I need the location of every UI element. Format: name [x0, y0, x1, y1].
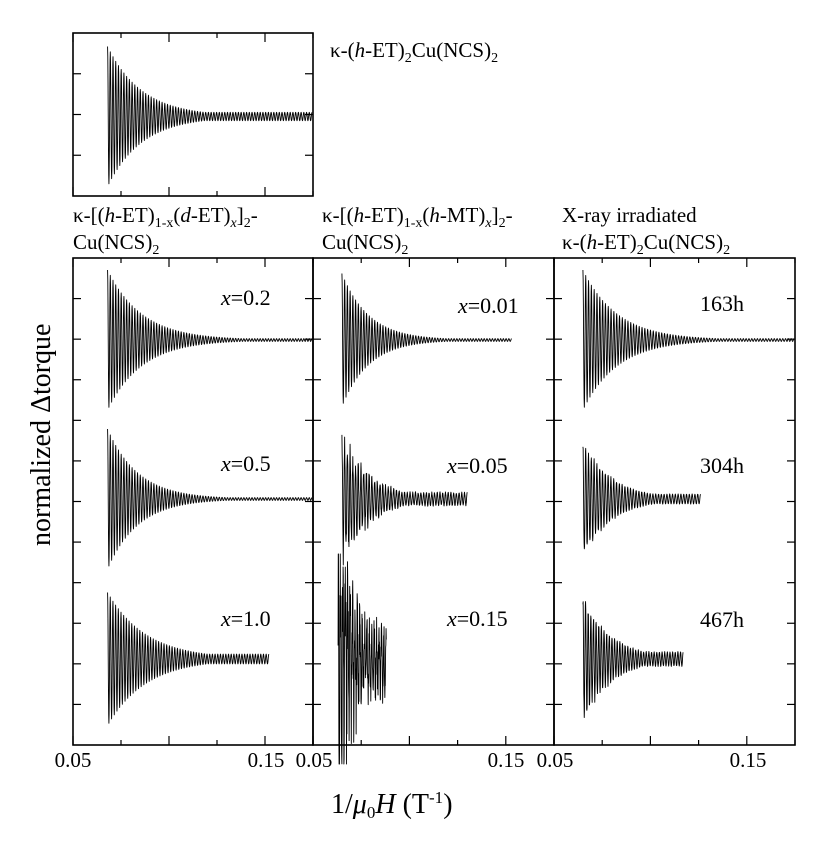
trace-col1-row2 [107, 428, 313, 567]
column-2-title-line1: κ-[(h-ET)1-x(h-MT)x]2- [322, 203, 513, 231]
x-axis-label: 1/μ0H (T-1) [331, 788, 453, 822]
oscillation-traces [107, 46, 795, 765]
top-panel-title: κ-(h-ET)2Cu(NCS)2 [330, 38, 499, 66]
label-467h: 467h [698, 607, 746, 632]
trace-col3-row2 [582, 446, 701, 550]
label-x-0.5: x=0.5 [219, 451, 273, 476]
top-panel-trace [107, 46, 313, 185]
label-x-0.15: x=0.15 [445, 606, 510, 631]
xtick-col3-0.15: 0.15 [729, 748, 767, 772]
xtick-col1-0.05: 0.05 [54, 748, 92, 772]
y-axis-label: normalized Δtorque [26, 323, 57, 546]
label-304h: 304h [698, 453, 746, 478]
label-x-0.01: x=0.01 [456, 293, 521, 318]
xtick-col2-0.15: 0.15 [487, 748, 525, 772]
column-3-title-line1: X-ray irradiated [562, 203, 697, 227]
column-1-title-line2: Cu(NCS)2 [73, 230, 160, 258]
xtick-col2-0.05: 0.05 [295, 748, 333, 772]
column-1-title-line1: κ-[(h-ET)1-x(d-ET)x]2- [73, 203, 258, 231]
trace-col3-row1 [582, 269, 795, 408]
trace-col1-row1 [107, 269, 313, 408]
trace-col3-row3 [582, 601, 684, 718]
label-163h: 163h [698, 291, 746, 316]
trace-col2-row2 [341, 434, 468, 566]
trace-col2-row3 [337, 553, 387, 765]
panel-frames [72, 32, 796, 746]
xtick-col3-0.05: 0.05 [536, 748, 574, 772]
label-x-0.2: x=0.2 [219, 285, 273, 310]
label-x-0.05: x=0.05 [445, 453, 510, 478]
xtick-col1-0.15: 0.15 [247, 748, 285, 772]
trace-col1-row3 [107, 592, 270, 724]
column-2-title-line2: Cu(NCS)2 [322, 230, 409, 258]
column-3-title-line2: κ-(h-ET)2Cu(NCS)2 [562, 230, 731, 258]
label-x-1.0: x=1.0 [219, 606, 273, 631]
trace-col2-row1 [341, 273, 512, 404]
